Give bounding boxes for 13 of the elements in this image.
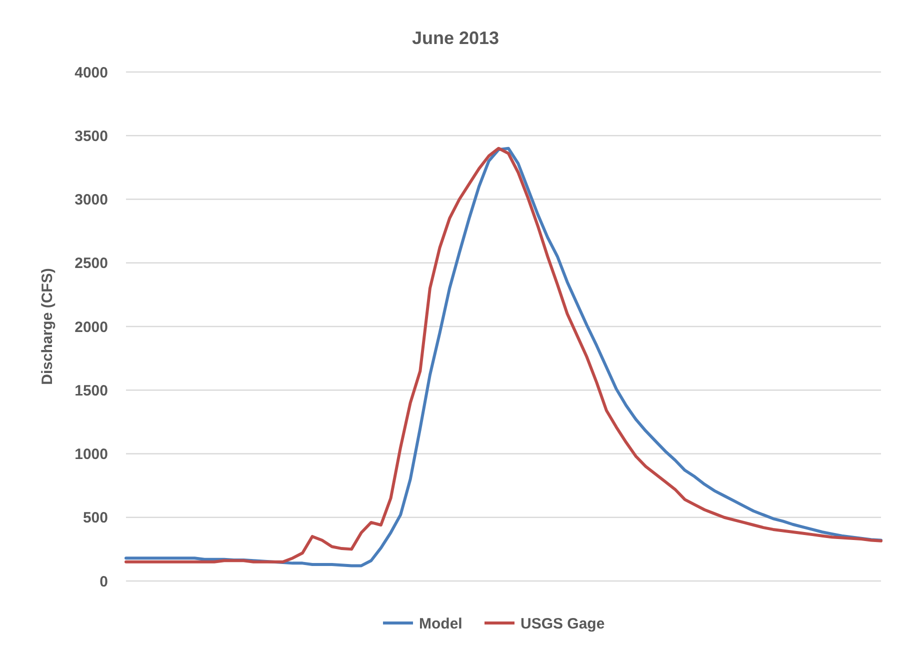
- y-tick-label: 4000: [74, 64, 108, 82]
- y-tick-label: 2000: [74, 318, 108, 336]
- y-tick-label: 1000: [74, 446, 108, 463]
- y-tick-label: 1500: [74, 382, 108, 400]
- y-tick-label: 3500: [74, 128, 108, 145]
- y-tick-label: 3000: [74, 192, 108, 208]
- y-tick-label: 2500: [74, 255, 108, 272]
- legend-label: Model: [419, 615, 462, 632]
- legend-label: USGS Gage: [520, 615, 605, 632]
- y-tick-label: 500: [82, 510, 108, 527]
- y-axis-title: Discharge (CFS): [39, 268, 56, 385]
- y-tick-label: 0: [100, 573, 108, 590]
- chart-title: June 2013: [412, 28, 500, 48]
